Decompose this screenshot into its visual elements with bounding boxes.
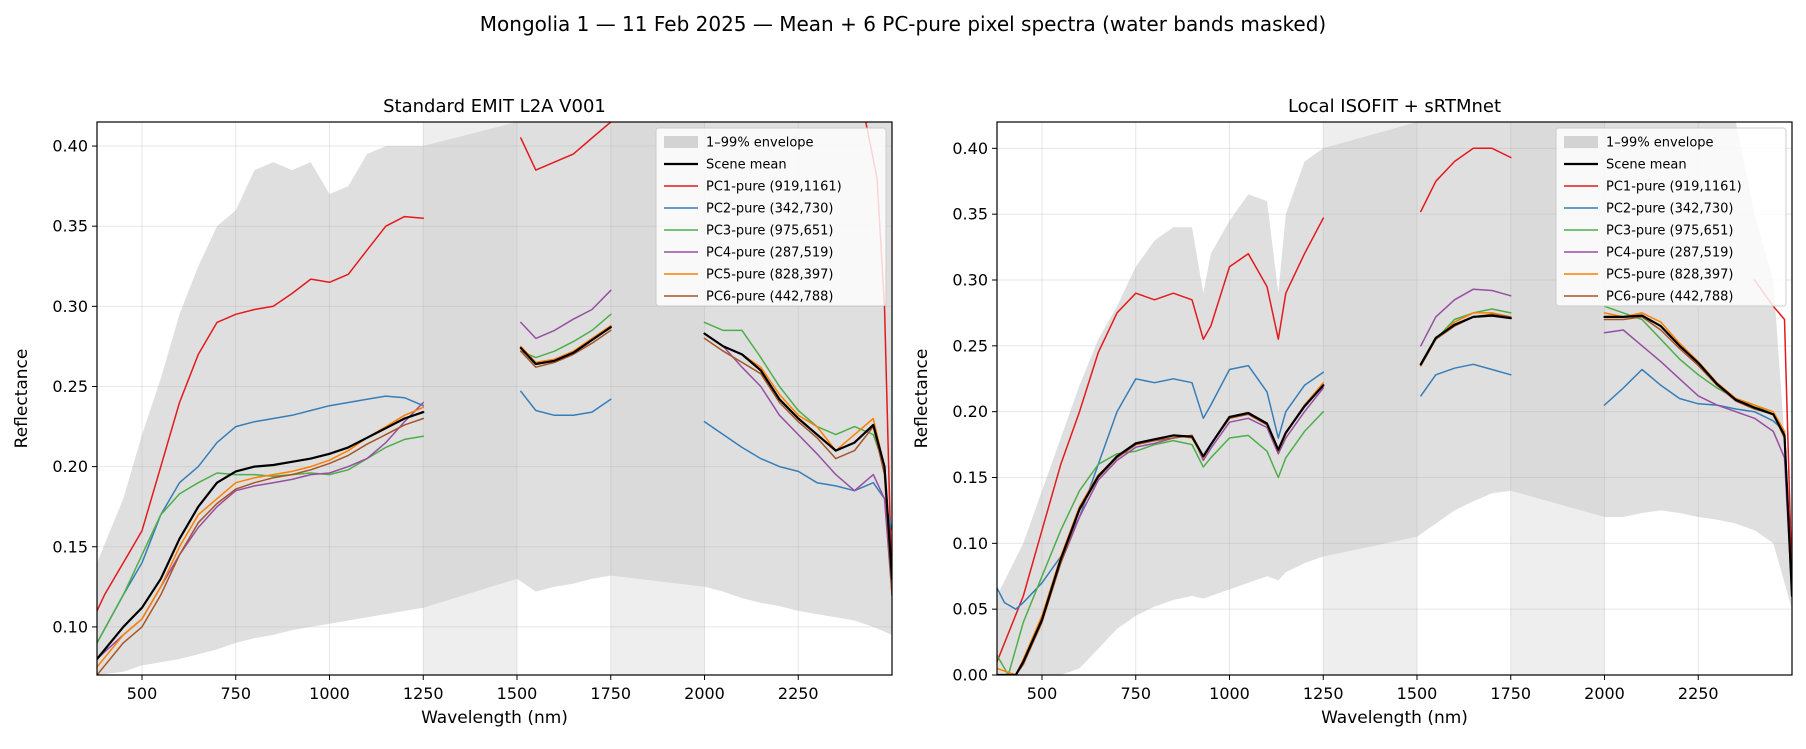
y-tick-label: 0.10 (952, 534, 988, 553)
x-tick-label: 750 (1120, 684, 1151, 703)
figure-suptitle: Mongolia 1 — 11 Feb 2025 — Mean + 6 PC-p… (480, 12, 1326, 36)
chart-title: Standard EMIT L2A V001 (383, 96, 606, 117)
y-tick-label: 0.10 (52, 617, 88, 636)
legend-label: PC3-pure (975,651) (706, 224, 833, 239)
x-tick-label: 1250 (403, 684, 444, 703)
x-tick-label: 2000 (684, 684, 725, 703)
y-tick-label: 0.40 (952, 139, 988, 158)
y-tick-label: 0.20 (952, 402, 988, 421)
legend-swatch-envelope (1564, 136, 1598, 148)
legend-label: PC6-pure (442,788) (1606, 290, 1733, 305)
y-tick-label: 0.40 (52, 137, 88, 156)
y-tick-label: 0.30 (952, 271, 988, 290)
x-tick-label: 2000 (1584, 684, 1625, 703)
x-tick-label: 1250 (1303, 684, 1344, 703)
y-tick-label: 0.30 (52, 297, 88, 316)
x-axis-label: Wavelength (nm) (1321, 708, 1468, 728)
y-tick-label: 0.25 (952, 336, 988, 355)
legend: 1–99% envelope Scene mean PC1-pure (919,11… (1555, 127, 1787, 307)
legend-box (655, 127, 887, 307)
x-axis-label: Wavelength (nm) (421, 708, 568, 728)
x-tick-label: 1750 (590, 684, 631, 703)
legend-box (1555, 127, 1787, 307)
x-tick-label: 1500 (497, 684, 538, 703)
x-tick-label: 1500 (1397, 684, 1438, 703)
legend-label: PC4-pure (287,519) (706, 246, 833, 261)
y-tick-label: 0.35 (952, 205, 988, 224)
x-tick-label: 1000 (1209, 684, 1250, 703)
y-tick-label: 0.00 (952, 666, 988, 685)
legend-label: PC1-pure (919,1161) (1606, 180, 1742, 195)
legend-label: PC1-pure (919,1161) (706, 180, 842, 195)
y-axis-label: Reflectance (912, 349, 932, 449)
series-line-scene-mean (97, 326, 892, 661)
y-tick-label: 0.05 (952, 600, 988, 619)
x-tick-label: 2250 (778, 684, 819, 703)
chart-panel-isofit: 500 750 1000 1250 1500 1750 2000 2250 0.00 0.05 0.… (912, 96, 1793, 728)
legend-label: 1–99% envelope (1606, 136, 1714, 151)
y-tick-label: 0.15 (52, 537, 88, 556)
legend-swatch-envelope (664, 136, 698, 148)
y-axis-label: Reflectance (12, 349, 32, 449)
legend-label: PC6-pure (442,788) (706, 290, 833, 305)
legend-label: 1–99% envelope (706, 136, 814, 151)
y-tick-label: 0.20 (52, 457, 88, 476)
legend-label: PC4-pure (287,519) (1606, 246, 1733, 261)
legend-label: PC5-pure (828,397) (706, 268, 833, 283)
legend-label: Scene mean (1606, 158, 1687, 173)
x-tick-label: 500 (1027, 684, 1058, 703)
y-tick-label: 0.35 (52, 217, 88, 236)
y-tick-label: 0.15 (952, 468, 988, 487)
x-tick-label: 1000 (309, 684, 350, 703)
y-tick-label: 0.25 (52, 377, 88, 396)
x-tick-label: 2250 (1678, 684, 1719, 703)
series-line-pc2-pure-342-730 (997, 363, 1792, 610)
legend-label: PC2-pure (342,730) (1606, 202, 1733, 217)
x-tick-label: 500 (127, 684, 158, 703)
axes-frame (96, 121, 893, 676)
x-tick-label: 750 (220, 684, 251, 703)
legend-label: PC5-pure (828,397) (1606, 268, 1733, 283)
chart-panel-emit-l2a: 500 750 1000 1250 1500 1750 2000 2250 0.10 0.15 0.… (12, 96, 893, 728)
legend: 1–99% envelope Scene mean PC1-pure (919,11… (655, 127, 887, 307)
legend-label: PC2-pure (342,730) (706, 202, 833, 217)
series-line-scene-mean (997, 314, 1792, 675)
chart-title: Local ISOFIT + sRTMnet (1288, 96, 1501, 117)
axes-frame (996, 121, 1793, 676)
x-tick-label: 1750 (1490, 684, 1531, 703)
legend-label: Scene mean (706, 158, 787, 173)
legend-label: PC3-pure (975,651) (1606, 224, 1733, 239)
